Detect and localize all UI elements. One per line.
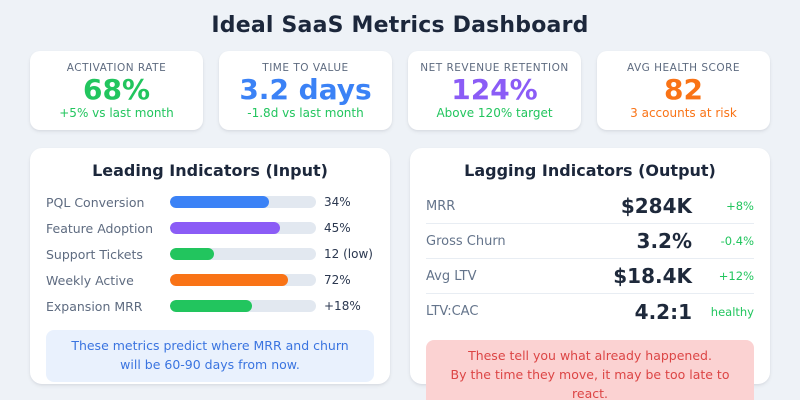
leading-indicator-row: Support Tickets 12 (low) [46,241,374,267]
leading-indicator-row: PQL Conversion 34% [46,189,374,215]
kpi-value: 68% [82,73,151,106]
indicator-label: Expansion MRR [46,298,143,314]
metric-delta: -0.4% [720,234,754,248]
lagging-metric-row: LTV:CAC 4.2:1 healthy [426,294,754,329]
indicator-bar-track [170,196,316,208]
metric-value: $18.4K [613,264,692,288]
indicator-value: 45% [324,221,351,235]
indicator-bar-track [170,274,316,286]
kpi-subtext: +5% vs last month [59,106,174,121]
leading-note: These metrics predict where MRR and chur… [46,330,374,382]
leading-indicator-row: Expansion MRR +18% [46,293,374,319]
kpi-card: ACTIVATION RATE 68% +5% vs last month [30,51,203,130]
lagging-panel-title: Lagging Indicators (Output) [464,161,716,180]
kpi-card: AVG HEALTH SCORE 82 3 accounts at risk [597,51,770,130]
indicator-value: +18% [324,299,361,313]
indicator-bar-fill [170,248,214,260]
kpi-label: AVG HEALTH SCORE [626,62,741,74]
kpi-subtext: -1.8d vs last month [247,106,364,121]
lagging-metric-row: Avg LTV $18.4K +12% [426,259,754,294]
indicator-label: Weekly Active [46,272,134,288]
kpi-value: 3.2 days [239,73,372,106]
metric-label: MRR [426,198,456,214]
kpi-value: 82 [664,73,703,106]
indicator-bar-fill [170,300,252,312]
indicator-label: PQL Conversion [46,194,145,210]
metric-label: Avg LTV [426,268,477,284]
metric-label: LTV:CAC [426,304,479,319]
lagging-metric-row: Gross Churn 3.2% -0.4% [426,224,754,259]
indicator-bar-track [170,300,316,312]
metric-value: $284K [620,194,692,218]
metric-value: 4.2:1 [634,299,692,324]
panels-row: Leading Indicators (Input) PQL Conversio… [30,148,770,400]
indicator-bar-fill [170,196,270,208]
leading-indicator-row: Weekly Active 72% [46,267,374,293]
indicator-value: 34% [324,195,351,209]
indicator-label: Feature Adoption [46,220,154,236]
indicator-label: Support Tickets [46,246,143,262]
lagging-indicators-panel: Lagging Indicators (Output) MRR $284K +8% G… [410,148,770,400]
lagging-warning-note: These tell you what already happened. By… [426,340,754,400]
kpi-label: NET REVENUE RETENTION [420,62,569,74]
indicator-value: 12 (low) [324,247,373,261]
kpi-label: ACTIVATION RATE [66,62,167,74]
kpi-card: NET REVENUE RETENTION 124% Above 120% targ… [408,51,581,130]
kpi-label: TIME TO VALUE [262,62,349,74]
leading-indicators-panel: Leading Indicators (Input) PQL Conversio… [30,148,390,384]
lagging-metric-row: MRR $284K +8% [426,189,754,224]
lagging-metric-list: MRR $284K +8% Gross Churn 3.2% -0.4% Avg LTV $1… [426,189,754,329]
indicator-bar-fill [170,274,289,286]
kpi-subtext: Above 120% target [436,106,553,121]
page-title: Ideal SaaS Metrics Dashboard [211,13,589,38]
leading-panel-title: Leading Indicators (Input) [92,161,328,180]
metric-label: Gross Churn [426,233,506,249]
indicator-bar-track [170,248,316,260]
indicator-value: 72% [324,273,351,287]
metric-delta: +12% [718,269,754,283]
kpi-value: 124% [451,73,538,106]
metric-delta: healthy [710,304,754,319]
indicator-bar-track [170,222,316,234]
leading-indicator-list: PQL Conversion 34% Feature Adoption 45% Supp… [46,189,374,319]
kpi-card: TIME TO VALUE 3.2 days -1.8d vs last month [219,51,392,130]
kpi-subtext: 3 accounts at risk [630,106,737,121]
metric-value: 3.2% [636,229,692,253]
metric-delta: +8% [726,199,754,213]
indicator-bar-fill [170,222,280,234]
leading-indicator-row: Feature Adoption 45% [46,215,374,241]
kpi-row: ACTIVATION RATE 68% +5% vs last month TIME … [30,51,770,130]
